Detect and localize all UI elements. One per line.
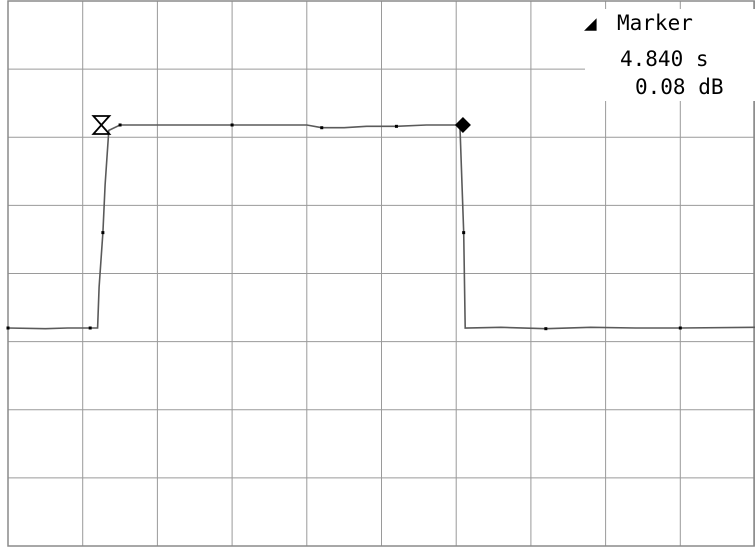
marker-readout-background xyxy=(585,9,755,101)
trace-point xyxy=(230,123,234,127)
plot-border xyxy=(7,0,755,547)
active-marker-icon xyxy=(454,116,471,133)
reference-marker-icon xyxy=(91,115,112,135)
trace-point xyxy=(678,326,682,330)
measurement-trace xyxy=(6,123,755,331)
trace-point xyxy=(462,231,466,235)
delta-marker-icon: ◢ xyxy=(584,11,597,35)
marker-level-value: 0.08 dB xyxy=(635,75,724,99)
trace-point xyxy=(118,123,122,127)
trace-point xyxy=(88,326,92,330)
marker-readout: ◢ Marker 4.840 s 0.08 dB xyxy=(584,9,755,101)
marker-label: Marker xyxy=(617,11,693,35)
trace-point xyxy=(101,231,105,235)
trace-point xyxy=(6,326,10,330)
trace-point xyxy=(544,327,548,331)
trace-point xyxy=(394,124,398,128)
trace-line xyxy=(7,124,755,330)
graticule-grid xyxy=(7,0,755,547)
trace-point xyxy=(320,126,324,130)
marker-time-value: 4.840 s xyxy=(620,47,709,71)
marker-symbols xyxy=(91,115,471,135)
